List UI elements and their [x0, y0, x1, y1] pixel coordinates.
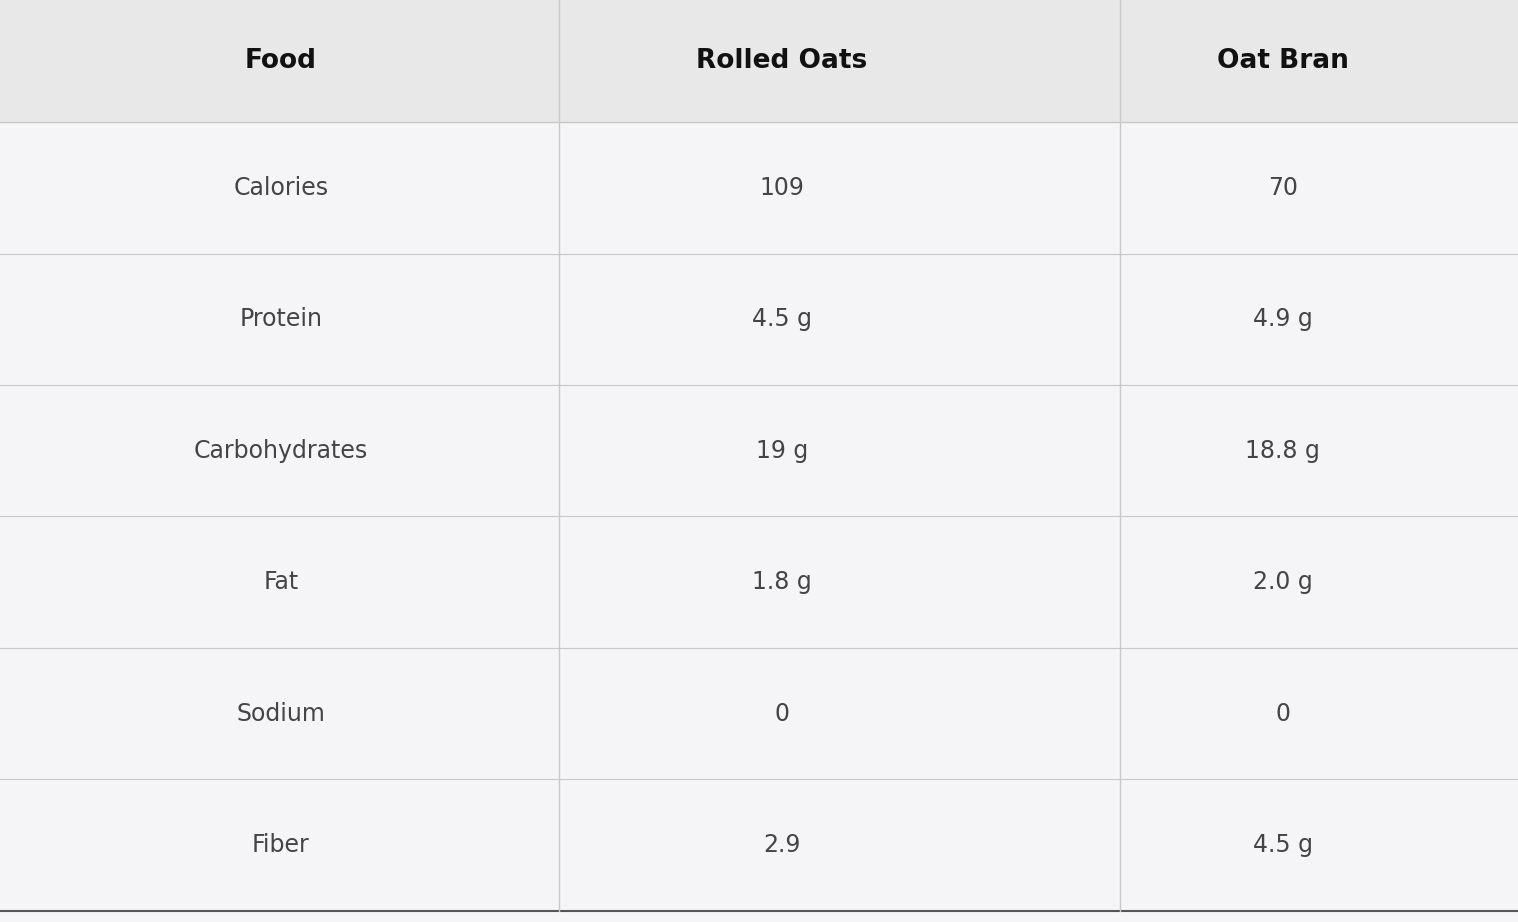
Text: Food: Food: [244, 48, 317, 74]
Text: 2.0 g: 2.0 g: [1252, 570, 1313, 595]
Text: Calories: Calories: [234, 175, 328, 200]
Text: 0: 0: [1275, 702, 1290, 726]
Text: 70: 70: [1268, 175, 1298, 200]
Text: Rolled Oats: Rolled Oats: [697, 48, 867, 74]
Text: 4.5 g: 4.5 g: [751, 307, 812, 332]
Text: 109: 109: [759, 175, 805, 200]
Text: 0: 0: [774, 702, 789, 726]
Text: Fiber: Fiber: [252, 833, 310, 857]
Bar: [0, 516, 1518, 648]
Bar: [0, 254, 1518, 385]
Text: Carbohydrates: Carbohydrates: [194, 439, 367, 463]
Bar: [0, 779, 1518, 911]
Text: Sodium: Sodium: [237, 702, 325, 726]
Text: Protein: Protein: [240, 307, 322, 332]
Text: 4.5 g: 4.5 g: [1252, 833, 1313, 857]
Text: 1.8 g: 1.8 g: [751, 570, 812, 595]
Text: 4.9 g: 4.9 g: [1252, 307, 1313, 332]
Text: Fat: Fat: [263, 570, 299, 595]
Bar: [0, 122, 1518, 254]
Text: Oat Bran: Oat Bran: [1217, 48, 1348, 74]
Bar: [0, 648, 1518, 779]
Text: 18.8 g: 18.8 g: [1245, 439, 1321, 463]
Text: 19 g: 19 g: [756, 439, 808, 463]
Bar: [0, 0, 1518, 122]
Bar: [0, 385, 1518, 516]
Text: 2.9: 2.9: [764, 833, 800, 857]
